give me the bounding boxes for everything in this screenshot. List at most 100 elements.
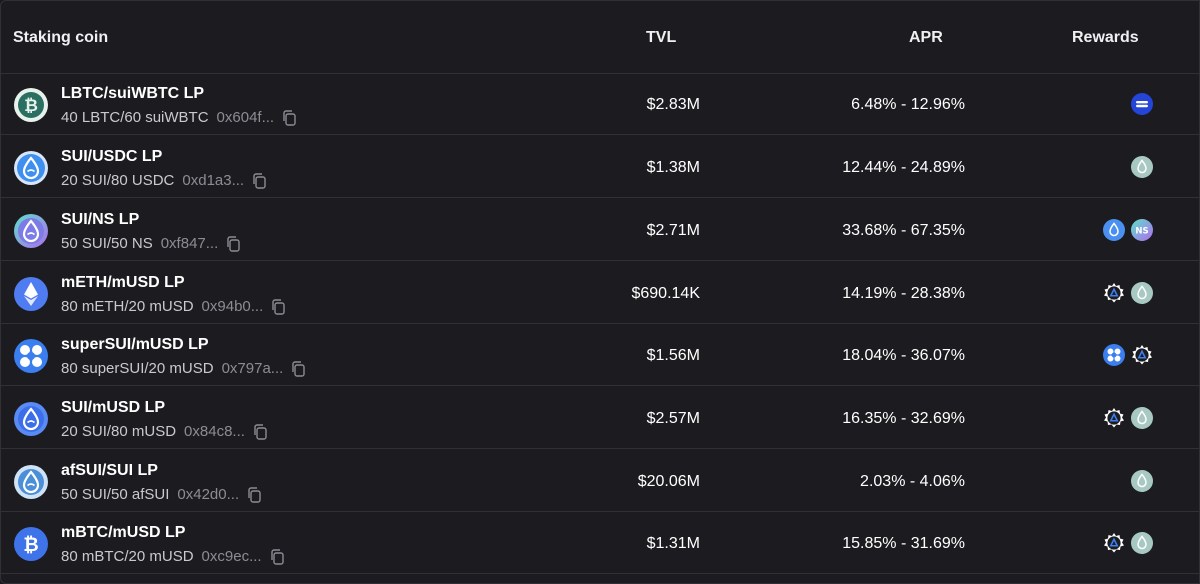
tvl-value: $690.14K: [631, 285, 700, 302]
pool-address: 0xd1a3...: [182, 172, 245, 189]
pair-name[interactable]: SUI/USDC LP: [61, 148, 163, 165]
header-tvl[interactable]: TVL: [646, 29, 677, 46]
sui-icon: [13, 401, 49, 437]
apr-value: 15.85% - 31.69%: [842, 535, 965, 552]
copy-icon[interactable]: [271, 298, 285, 315]
supersui-reward-icon: [1103, 344, 1125, 366]
table-row[interactable]: ₿ LBTC/suiWBTC LP 40 LBTC/60 suiWBTC 0x604f…: [1, 73, 1199, 135]
afsui-icon: [13, 464, 49, 500]
table-row[interactable]: ₿ mBTC/mUSD LP 80 mBTC/20 mUSD 0xc9ec... $1.…: [1, 512, 1199, 574]
copy-icon[interactable]: [282, 109, 296, 126]
gear-icon: [1103, 407, 1125, 429]
pool-details: 50 SUI/50 afSUI 0x42d0...: [61, 486, 261, 503]
svg-text:₿: ₿: [23, 534, 38, 556]
btc-icon: ₿: [13, 526, 49, 562]
copy-icon[interactable]: [270, 548, 284, 565]
pool-address: 0x604f...: [216, 109, 275, 126]
table-header: Staking coin TVL APR Rewards: [1, 1, 1199, 74]
pool-details: 80 mETH/20 mUSD 0x94b0...: [61, 298, 285, 315]
pool-details: 20 SUI/80 mUSD 0x84c8...: [61, 423, 267, 440]
pool-ratio: 20 SUI/80 mUSD: [61, 423, 177, 440]
pool-address: 0x797a...: [221, 360, 284, 377]
apr-value: 18.04% - 36.07%: [842, 347, 965, 364]
table-row[interactable]: superSUI/mUSD LP 80 superSUI/20 mUSD 0x797…: [1, 324, 1199, 386]
pool-ratio: 50 SUI/50 NS: [61, 235, 153, 252]
gear-icon: [1103, 282, 1125, 304]
table-row[interactable]: mETH/mUSD LP 80 mETH/20 mUSD 0x94b0... $690…: [1, 262, 1199, 324]
sui-ns-icon: [13, 213, 49, 249]
gear-icon: [1131, 344, 1153, 366]
pair-name[interactable]: superSUI/mUSD LP: [61, 336, 209, 353]
rewards-icons: [1103, 344, 1153, 366]
apr-value: 16.35% - 32.69%: [842, 410, 965, 427]
pool-address: 0x42d0...: [177, 486, 240, 503]
pool-details: 20 SUI/80 USDC 0xd1a3...: [61, 172, 266, 189]
apr-value: 2.03% - 4.06%: [860, 473, 965, 490]
apr-value: 12.44% - 24.89%: [842, 159, 965, 176]
header-staking-coin: Staking coin: [13, 29, 109, 46]
pool-details: 80 superSUI/20 mUSD 0x797a...: [61, 360, 305, 377]
tvl-value: $1.31M: [646, 535, 700, 552]
tvl-value: $20.06M: [637, 473, 700, 490]
pool-ratio: 50 SUI/50 afSUI: [61, 486, 170, 503]
rewards-icons: [1131, 156, 1153, 178]
ns-icon: NS: [1131, 219, 1153, 241]
pair-name[interactable]: mETH/mUSD LP: [61, 274, 185, 291]
copy-icon[interactable]: [253, 423, 267, 440]
sui-reward-icon: [1131, 532, 1153, 554]
rewards-icons: [1103, 282, 1153, 304]
rewards-icons: NS: [1103, 219, 1153, 241]
sui-reward-icon: [1131, 407, 1153, 429]
pair-name[interactable]: LBTC/suiWBTC LP: [61, 85, 205, 102]
pair-name[interactable]: mBTC/mUSD LP: [61, 524, 186, 541]
table-row[interactable]: afSUI/SUI LP 50 SUI/50 afSUI 0x42d0... $20.…: [1, 450, 1199, 512]
sui-usdc-icon: [13, 150, 49, 186]
pool-address: 0x84c8...: [184, 423, 245, 440]
rewards-icons: [1103, 532, 1153, 554]
sui-reward-icon: [1131, 470, 1153, 492]
tvl-value: $1.38M: [646, 159, 700, 176]
sui-reward-icon: [1131, 282, 1153, 304]
pool-address: 0xc9ec...: [201, 548, 262, 565]
pool-address: 0xf847...: [160, 235, 219, 252]
apr-value: 6.48% - 12.96%: [851, 96, 965, 113]
copy-icon[interactable]: [226, 235, 240, 252]
rewards-icons: [1103, 407, 1153, 429]
tvl-value: $1.56M: [646, 347, 700, 364]
apr-value: 33.68% - 67.35%: [842, 222, 965, 239]
pool-ratio: 80 superSUI/20 mUSD: [61, 360, 214, 377]
table-row[interactable]: SUI/USDC LP 20 SUI/80 USDC 0xd1a3... $1.38M…: [1, 136, 1199, 198]
rewards-icons: [1131, 93, 1153, 115]
header-apr[interactable]: APR: [909, 29, 943, 46]
pair-name[interactable]: SUI/NS LP: [61, 211, 140, 228]
gear-icon: [1103, 532, 1125, 554]
apr-value: 14.19% - 28.38%: [842, 285, 965, 302]
pool-ratio: 40 LBTC/60 suiWBTC: [61, 109, 209, 126]
rewards-icons: [1131, 470, 1153, 492]
pool-details: 80 mBTC/20 mUSD 0xc9ec...: [61, 548, 284, 565]
tvl-value: $2.57M: [646, 410, 700, 427]
svg-text:₿: ₿: [24, 96, 38, 116]
lbtc-icon: ₿: [13, 87, 49, 123]
pool-ratio: 20 SUI/80 USDC: [61, 172, 175, 189]
pool-details: 50 SUI/50 NS 0xf847...: [61, 235, 240, 252]
sui-reward-icon: [1131, 156, 1153, 178]
copy-icon[interactable]: [247, 486, 261, 503]
copy-icon[interactable]: [291, 360, 305, 377]
table-row[interactable]: SUI/NS LP 50 SUI/50 NS 0xf847... $2.71M 33.6…: [1, 199, 1199, 261]
tvl-value: $2.71M: [646, 222, 700, 239]
supersui-icon: [13, 338, 49, 374]
svg-text:NS: NS: [1135, 227, 1148, 237]
tvl-value: $2.83M: [646, 96, 700, 113]
pair-name[interactable]: SUI/mUSD LP: [61, 399, 166, 416]
header-rewards: Rewards: [1072, 29, 1139, 46]
sui-blue-icon: [1103, 219, 1125, 241]
copy-icon[interactable]: [252, 172, 266, 189]
eth-icon: [13, 276, 49, 312]
pool-ratio: 80 mBTC/20 mUSD: [61, 548, 194, 565]
pool-details: 40 LBTC/60 suiWBTC 0x604f...: [61, 109, 296, 126]
pool-ratio: 80 mETH/20 mUSD: [61, 298, 194, 315]
pair-name[interactable]: afSUI/SUI LP: [61, 462, 158, 479]
table-row[interactable]: SUI/mUSD LP 20 SUI/80 mUSD 0x84c8... $2.57M…: [1, 387, 1199, 449]
